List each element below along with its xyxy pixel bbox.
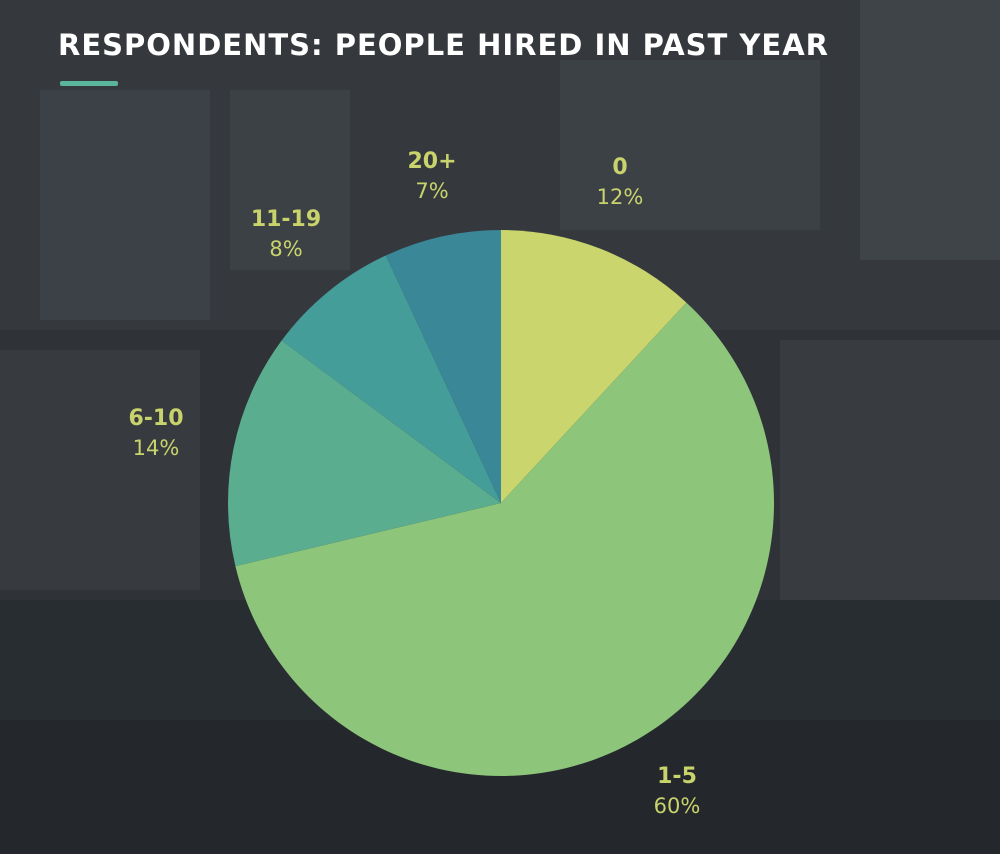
slice-percent-label: 7% — [415, 178, 449, 203]
slice-category-label: 20+ — [407, 148, 457, 174]
slice-category-label: 11-19 — [250, 206, 322, 232]
slice-category-label: 0 — [612, 154, 628, 180]
slice-label-6-10: 6-10 14% — [128, 404, 183, 462]
slice-label-11-19: 11-19 8% — [251, 205, 321, 263]
pie-slice-1-5 — [235, 302, 775, 777]
slice-percent-label: 12% — [596, 184, 644, 209]
slice-label-1-5: 1-5 60% — [654, 762, 701, 820]
slice-label-20+: 20+ 7% — [407, 147, 456, 205]
pie-slice-11-19 — [281, 255, 501, 503]
title-underline — [60, 81, 118, 86]
chart-title: RESPONDENTS: PEOPLE HIRED IN PAST YEAR — [58, 28, 829, 62]
pie-slice-0 — [501, 230, 687, 503]
slice-percent-label: 8% — [269, 236, 303, 261]
slice-category-label: 6-10 — [128, 405, 184, 431]
slice-percent-label: 60% — [653, 793, 701, 818]
slice-category-label: 1-5 — [657, 763, 697, 789]
pie-slice-6-10 — [228, 340, 501, 567]
pie-slice-20+ — [385, 230, 501, 503]
slice-label-0: 0 12% — [597, 153, 644, 211]
slice-percent-label: 14% — [132, 435, 180, 460]
